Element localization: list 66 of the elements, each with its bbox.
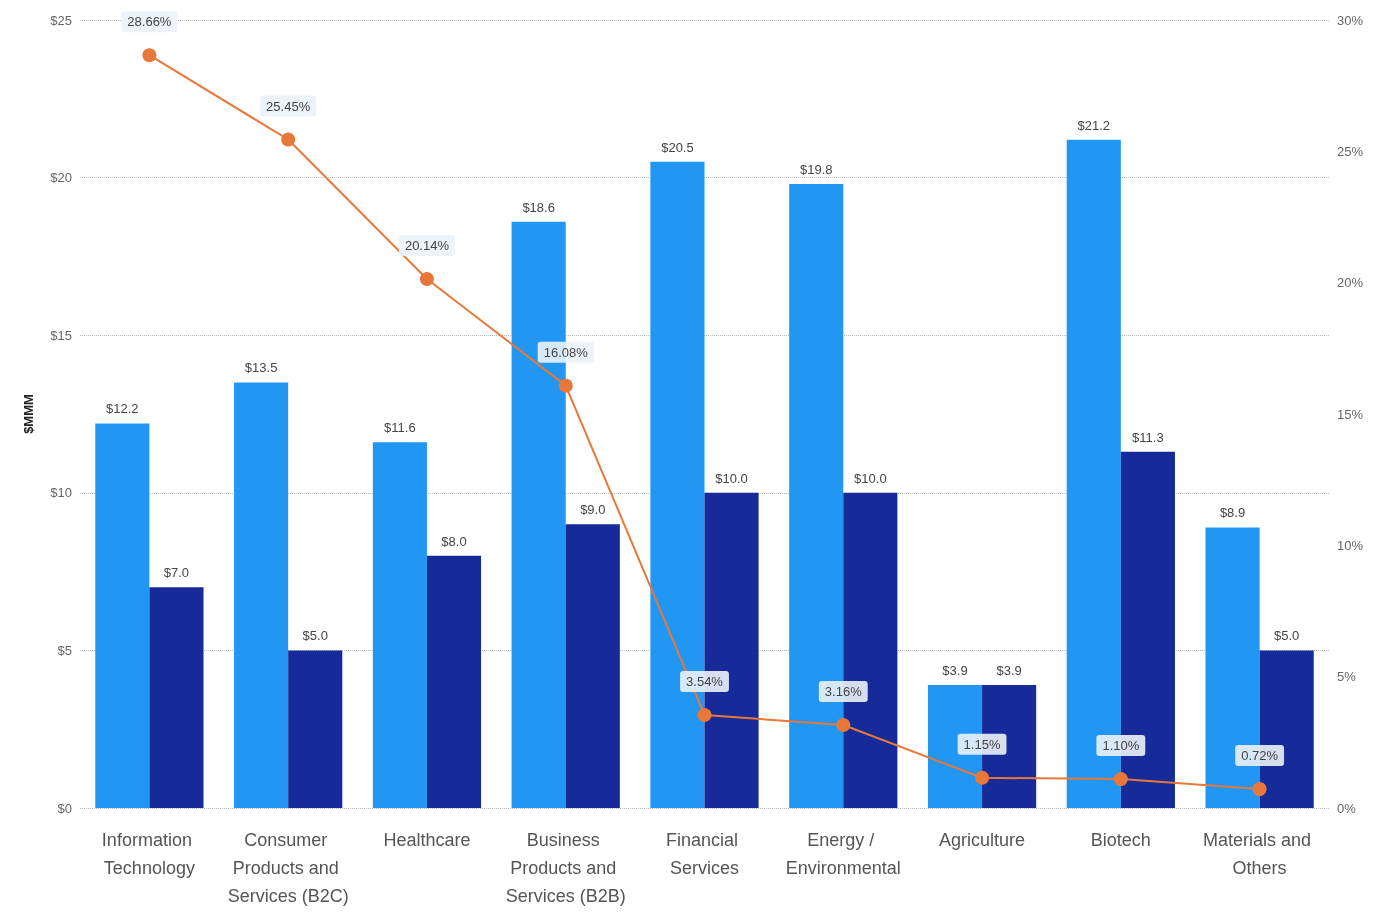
- point: [558, 378, 573, 393]
- x-tick-label: Agriculture: [939, 830, 1026, 850]
- data-label: $13.5: [244, 360, 278, 376]
- x-tick-label: Financial Services: [665, 830, 744, 878]
- data-label: 20.14%: [404, 237, 450, 253]
- x-tick-label: Biotech: [1090, 830, 1151, 850]
- data-label: $8.0: [441, 533, 467, 549]
- x-tick-label: Energy / Environmental: [785, 830, 901, 878]
- y-tick-label: $15: [50, 327, 72, 343]
- point: [836, 718, 851, 732]
- data-label: $9.0: [580, 502, 606, 518]
- data-label: $11.3: [1132, 429, 1164, 445]
- y2-tick-label: 15%: [1337, 406, 1364, 422]
- y-tick-label: $0: [57, 800, 72, 816]
- y-axis-title: $MMM: [21, 394, 36, 434]
- y2-tick-label: 10%: [1337, 537, 1364, 553]
- data-label: $5.0: [302, 628, 328, 644]
- bar: [288, 650, 343, 808]
- data-label: 3.16%: [824, 684, 863, 699]
- bar: [234, 382, 289, 808]
- data-label: $21.2: [1077, 117, 1111, 133]
- data-label: $11.6: [384, 420, 416, 436]
- x-tick-label: Information Technology: [101, 830, 197, 878]
- data-label: $20.5: [661, 139, 694, 155]
- y-tick-label: $25: [50, 12, 72, 28]
- data-label: $7.0: [163, 565, 190, 581]
- bar: [372, 442, 427, 808]
- bar: [149, 587, 204, 808]
- data-label: 16.08%: [543, 344, 589, 360]
- data-label: $5.0: [1274, 628, 1300, 644]
- x-tick-label: Healthcare: [383, 830, 471, 850]
- data-label: 25.45%: [266, 98, 311, 114]
- data-label: $3.9: [942, 663, 968, 679]
- data-label: 1.15%: [963, 736, 1001, 752]
- data-label: $3.9: [996, 663, 1022, 679]
- point: [419, 271, 434, 286]
- y2-tick-label: 5%: [1337, 669, 1357, 685]
- x-tick-label: Business Products and Services (B2B): [505, 830, 626, 906]
- point: [281, 132, 296, 147]
- y2-tick-label: 25%: [1337, 143, 1364, 159]
- y-tick-label: $10: [50, 485, 72, 501]
- y2-tick-label: 30%: [1337, 12, 1364, 28]
- bar: [426, 555, 482, 808]
- data-label: $10.0: [854, 470, 887, 486]
- data-label: $10.0: [715, 470, 748, 486]
- y2-tick-label: 20%: [1337, 275, 1364, 291]
- data-label: 1.10%: [1102, 738, 1140, 754]
- y-tick-label: $20: [50, 170, 72, 186]
- x-tick-label: Materials and Others: [1203, 830, 1317, 878]
- bar: [95, 423, 150, 808]
- data-label: $19.8: [799, 161, 833, 177]
- data-label: 28.66%: [127, 14, 172, 30]
- point: [142, 48, 157, 63]
- data-label: 0.72%: [1241, 748, 1279, 764]
- data-label: $12.2: [106, 401, 139, 417]
- data-label: $18.6: [522, 199, 555, 215]
- point: [1252, 782, 1267, 797]
- point: [697, 708, 712, 723]
- x-tick-label: Consumer Products and Services (B2C): [227, 830, 349, 906]
- y2-tick-label: 0%: [1337, 800, 1357, 816]
- point: [975, 770, 990, 785]
- y-tick-label: $5: [57, 642, 72, 658]
- data-label: 3.54%: [686, 674, 724, 690]
- point: [1113, 772, 1128, 787]
- bar: [565, 524, 620, 808]
- data-label: $8.9: [1219, 505, 1246, 521]
